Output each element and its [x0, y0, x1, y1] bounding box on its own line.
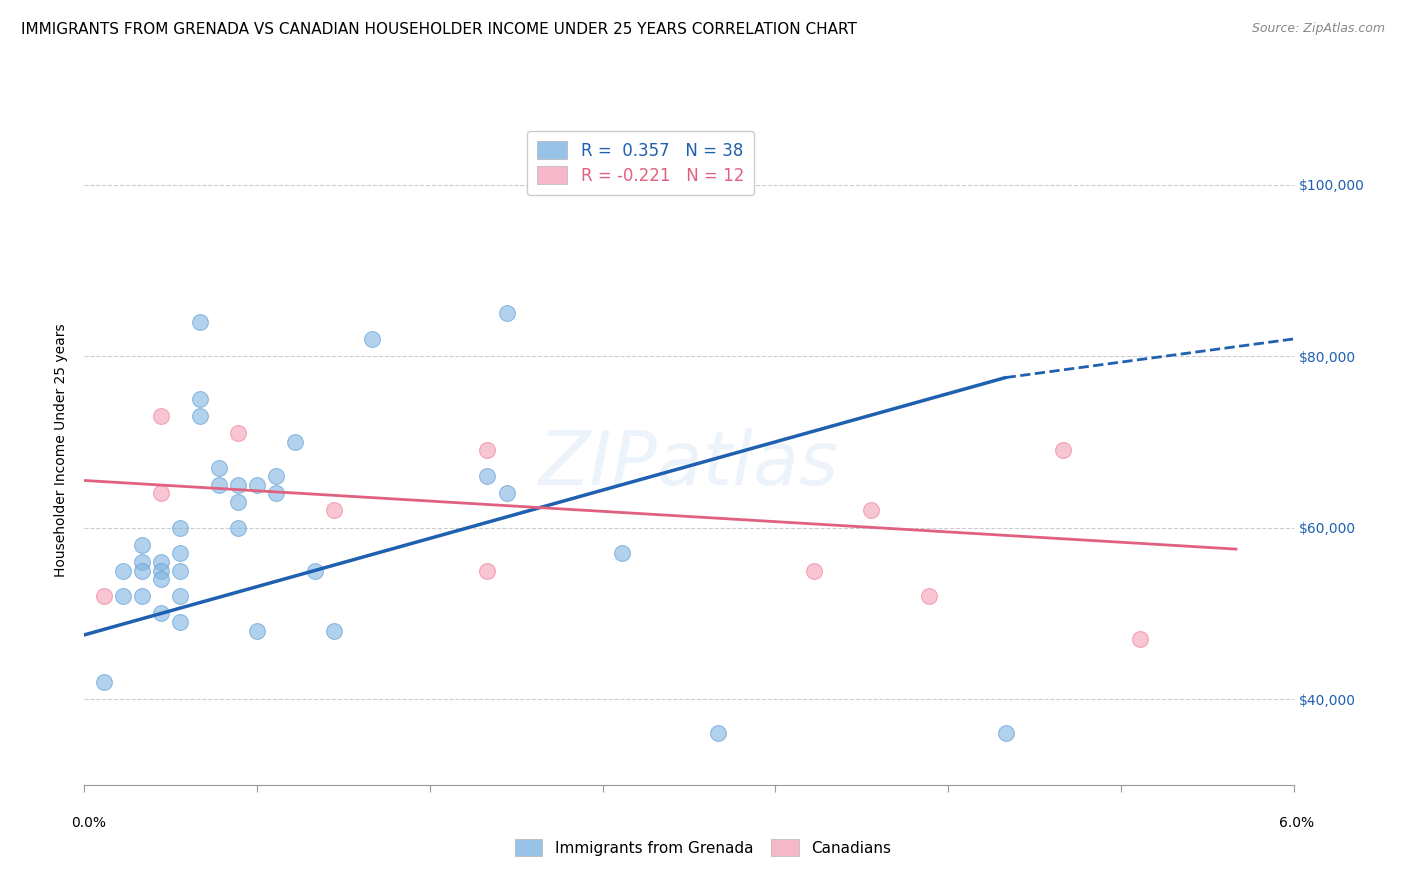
Point	[226, 521, 249, 535]
Text: 0.0%: 0.0%	[72, 816, 105, 830]
Point	[477, 469, 499, 483]
Point	[131, 564, 153, 578]
Y-axis label: Householder Income Under 25 years: Householder Income Under 25 years	[55, 324, 69, 577]
Point	[361, 332, 384, 346]
Point	[266, 469, 288, 483]
Point	[1129, 632, 1152, 647]
Point	[610, 546, 633, 560]
Point	[803, 564, 825, 578]
Point	[495, 486, 517, 500]
Point	[131, 589, 153, 603]
Point	[188, 409, 211, 424]
Point	[304, 564, 326, 578]
Point	[169, 546, 191, 560]
Point	[150, 564, 173, 578]
Point	[226, 426, 249, 441]
Point	[150, 409, 173, 424]
Point	[93, 589, 115, 603]
Point	[150, 607, 173, 621]
Text: ZIPatlas: ZIPatlas	[538, 428, 839, 500]
Point	[208, 460, 231, 475]
Legend: R =  0.357   N = 38, R = -0.221   N = 12: R = 0.357 N = 38, R = -0.221 N = 12	[527, 131, 754, 195]
Point	[131, 555, 153, 569]
Point	[860, 503, 883, 517]
Point	[131, 538, 153, 552]
Point	[93, 675, 115, 690]
Point	[169, 589, 191, 603]
Point	[169, 521, 191, 535]
Point	[322, 624, 344, 638]
Point	[284, 434, 307, 449]
Point	[111, 564, 134, 578]
Point	[1052, 443, 1074, 458]
Point	[150, 486, 173, 500]
Point	[477, 443, 499, 458]
Text: 6.0%: 6.0%	[1279, 816, 1313, 830]
Point	[994, 726, 1017, 740]
Text: Source: ZipAtlas.com: Source: ZipAtlas.com	[1251, 22, 1385, 36]
Point	[322, 503, 344, 517]
Point	[226, 477, 249, 491]
Point	[246, 477, 269, 491]
Legend: Immigrants from Grenada, Canadians: Immigrants from Grenada, Canadians	[509, 833, 897, 862]
Point	[226, 495, 249, 509]
Point	[150, 555, 173, 569]
Text: IMMIGRANTS FROM GRENADA VS CANADIAN HOUSEHOLDER INCOME UNDER 25 YEARS CORRELATIO: IMMIGRANTS FROM GRENADA VS CANADIAN HOUS…	[21, 22, 858, 37]
Point	[706, 726, 728, 740]
Point	[188, 315, 211, 329]
Point	[150, 572, 173, 586]
Point	[477, 564, 499, 578]
Point	[111, 589, 134, 603]
Point	[169, 564, 191, 578]
Point	[246, 624, 269, 638]
Point	[169, 615, 191, 629]
Point	[208, 477, 231, 491]
Point	[495, 306, 517, 320]
Point	[266, 486, 288, 500]
Point	[918, 589, 941, 603]
Point	[188, 392, 211, 406]
